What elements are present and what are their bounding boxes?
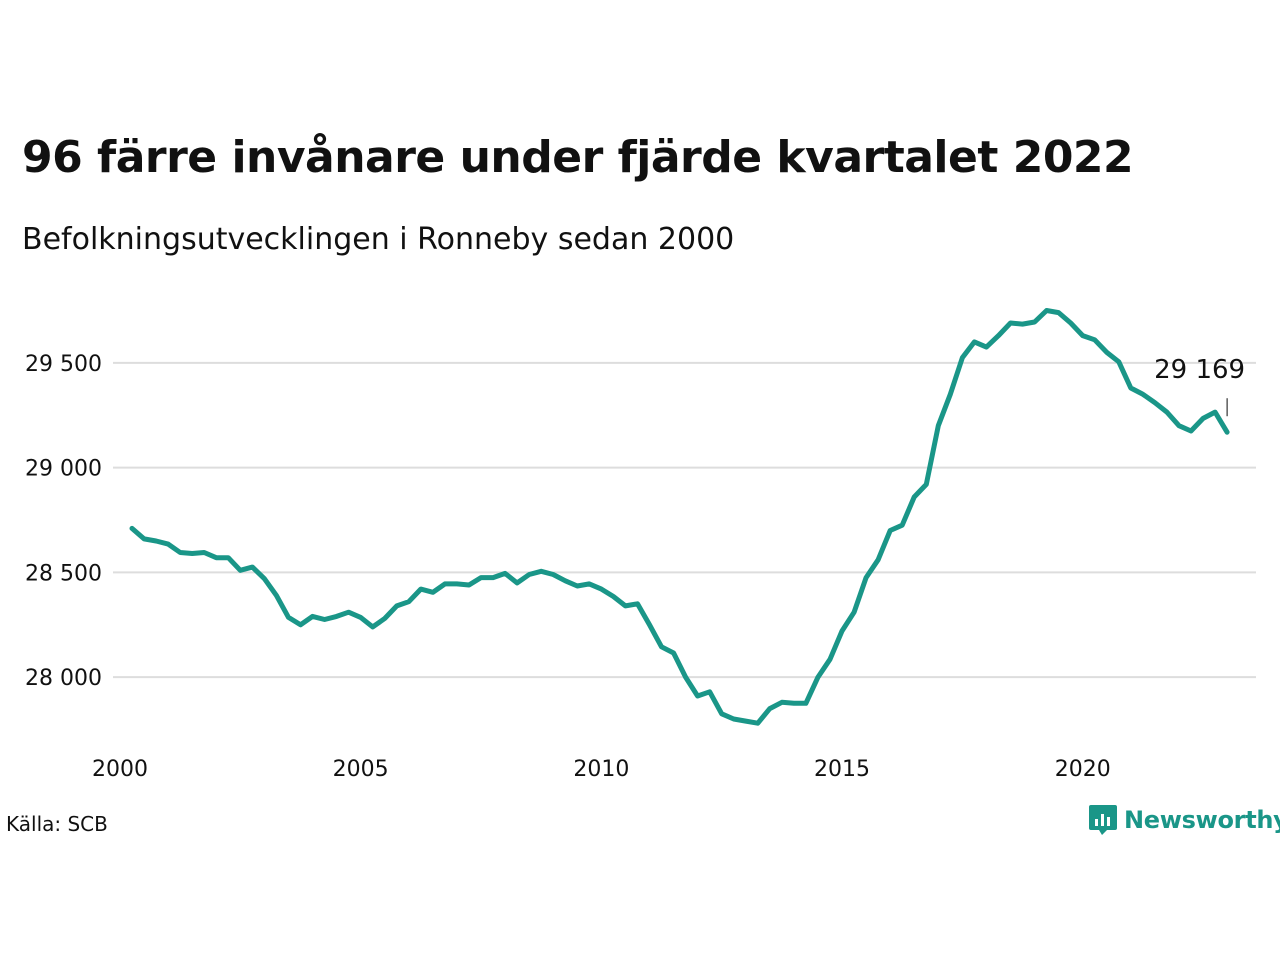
x-tick-label: 2010 xyxy=(573,757,629,782)
chart-subtitle: Befolkningsutvecklingen i Ronneby sedan … xyxy=(22,222,735,257)
x-axis-ticks: 2000 2005 2010 2015 2020 xyxy=(92,757,1111,782)
y-tick-label: 29 000 xyxy=(25,457,102,482)
brand-logo: Newsworthy xyxy=(1088,803,1280,837)
y-tick-label: 29 500 xyxy=(25,352,102,377)
newsworthy-logo-icon xyxy=(1089,805,1117,835)
y-axis-ticks: 28 000 28 500 29 000 29 500 xyxy=(25,352,102,691)
y-tick-label: 28 500 xyxy=(25,561,102,586)
y-tick-label: 28 000 xyxy=(25,666,102,691)
x-tick-label: 2005 xyxy=(333,757,389,782)
gridlines xyxy=(113,361,1256,679)
last-value-label: 29 169 xyxy=(1154,355,1245,385)
population-line xyxy=(129,308,1230,726)
source-credit: Källa: SCB xyxy=(6,812,108,836)
x-tick-label: 2020 xyxy=(1055,757,1111,782)
x-tick-label: 2000 xyxy=(92,757,148,782)
brand-name: Newsworthy xyxy=(1124,806,1280,834)
chart-title: 96 färre invånare under fjärde kvartalet… xyxy=(22,132,1134,183)
x-tick-label: 2015 xyxy=(814,757,870,782)
